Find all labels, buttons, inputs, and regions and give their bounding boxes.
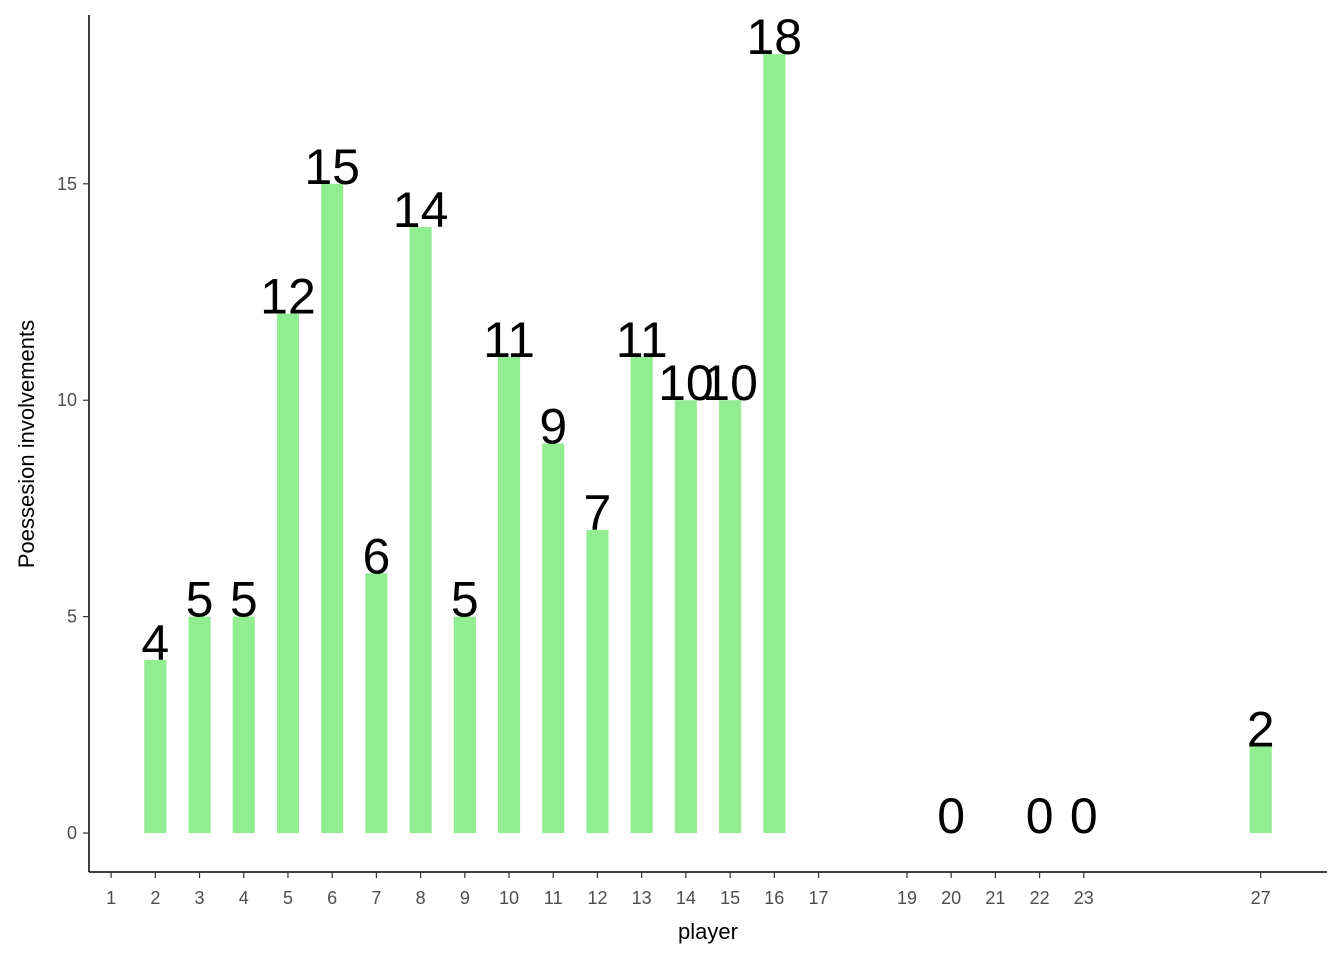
value-label: 18 [747, 9, 803, 65]
x-tick-label: 22 [1030, 888, 1050, 908]
value-label: 7 [584, 485, 612, 541]
bar [365, 573, 388, 834]
value-label: 14 [393, 182, 449, 238]
bar [409, 227, 432, 834]
bar [719, 400, 742, 834]
value-label: 2 [1247, 701, 1275, 757]
x-axis-title: player [678, 919, 738, 944]
y-tick-label: 5 [67, 607, 77, 627]
x-tick-label: 8 [416, 888, 426, 908]
x-tick-label: 23 [1074, 888, 1094, 908]
bar [542, 443, 565, 834]
y-tick-label: 10 [57, 390, 77, 410]
value-label: 5 [451, 572, 479, 628]
value-label: 0 [1026, 788, 1054, 844]
x-tick-label: 16 [764, 888, 784, 908]
x-tick-label: 3 [195, 888, 205, 908]
value-label: 11 [616, 312, 668, 368]
value-label: 15 [304, 139, 360, 195]
bar [321, 183, 344, 834]
x-tick-label: 2 [150, 888, 160, 908]
bar [586, 530, 609, 834]
bar [276, 313, 300, 834]
x-tick-label: 14 [676, 888, 696, 908]
x-tick-label: 10 [499, 888, 519, 908]
x-tick-label: 19 [897, 888, 917, 908]
bar [674, 400, 697, 834]
bar [232, 616, 255, 834]
bar [1249, 746, 1272, 834]
value-label: 11 [483, 312, 535, 368]
x-tick-label: 20 [941, 888, 961, 908]
bar [453, 616, 476, 834]
value-label: 5 [230, 572, 258, 628]
value-label: 6 [362, 528, 390, 584]
x-tick-label: 4 [239, 888, 249, 908]
x-tick-label: 1 [106, 888, 116, 908]
value-label: 0 [937, 788, 965, 844]
y-tick-label: 0 [67, 823, 77, 843]
value-label: 9 [539, 399, 567, 455]
y-axis-title: Poessesion involvements [14, 320, 39, 568]
x-tick-label: 6 [327, 888, 337, 908]
value-label: 5 [186, 572, 214, 628]
x-tick-label: 7 [371, 888, 381, 908]
x-tick-label: 13 [632, 888, 652, 908]
x-tick-label: 27 [1251, 888, 1271, 908]
bar [188, 616, 211, 834]
x-tick-label: 5 [283, 888, 293, 908]
bar [630, 356, 653, 834]
value-label: 0 [1070, 788, 1098, 844]
bar [497, 356, 521, 834]
value-label: 10 [658, 355, 714, 411]
x-tick-label: 21 [985, 888, 1005, 908]
x-tick-label: 15 [720, 888, 740, 908]
bar [763, 53, 786, 834]
x-tick-label: 11 [544, 888, 563, 908]
bar [144, 659, 167, 834]
x-tick-label: 12 [587, 888, 607, 908]
y-tick-label: 15 [57, 174, 77, 194]
x-tick-label: 17 [809, 888, 829, 908]
value-label: 10 [702, 355, 758, 411]
x-tick-label: 9 [460, 888, 470, 908]
value-label: 12 [260, 269, 316, 325]
value-label: 4 [141, 615, 169, 671]
